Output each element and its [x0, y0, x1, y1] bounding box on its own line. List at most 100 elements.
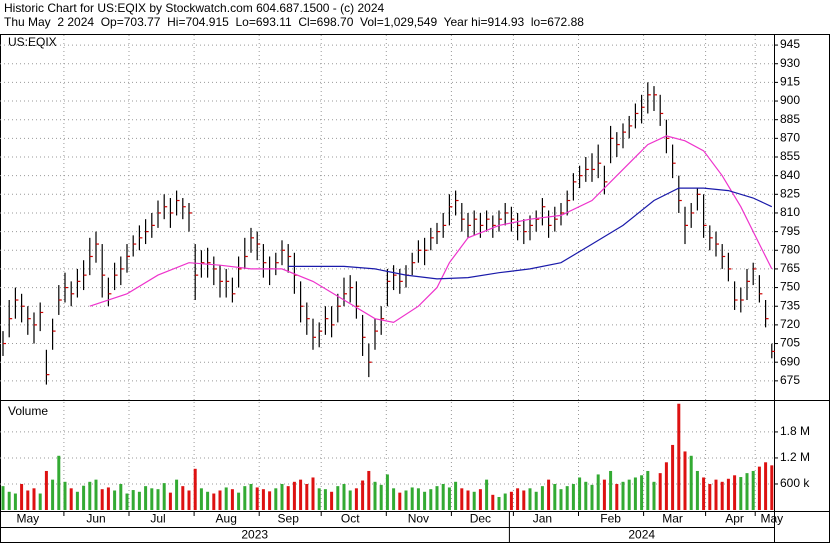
volume-bar [621, 481, 625, 510]
volume-bar [590, 484, 594, 510]
volume-bar [547, 479, 551, 510]
volume-bar [584, 481, 588, 510]
volume-bar [32, 488, 36, 510]
volume-bar [702, 477, 706, 510]
volume-bar [460, 488, 464, 510]
volume-bar [466, 490, 470, 510]
volume-bar [20, 483, 24, 510]
volume-bar [677, 403, 681, 510]
volume-bar [212, 493, 216, 510]
y-tick-label: 675 [780, 373, 800, 387]
x-tick-label: Aug [216, 512, 237, 526]
volume-bar [206, 491, 210, 510]
x-tick-label: Oct [341, 512, 360, 526]
volume-bar [689, 455, 693, 510]
y-tick-label: 720 [780, 317, 800, 331]
y-tick-label: 870 [780, 131, 800, 145]
y-tick-label: 930 [780, 56, 800, 70]
volume-bar [292, 481, 296, 510]
volume-bar [609, 470, 613, 510]
x-tick-label: Nov [408, 512, 429, 526]
volume-bar [168, 492, 172, 510]
x-tick-label: Jun [86, 512, 105, 526]
volume-bar [559, 489, 563, 510]
volume-bar [757, 466, 761, 510]
volume-bar [429, 489, 433, 510]
volume-bar [739, 477, 743, 510]
volume-bar [63, 481, 67, 510]
x-tick-label: Apr [725, 512, 744, 526]
volume-bar [44, 470, 48, 510]
volume-bar [435, 486, 439, 510]
volume-bar [243, 486, 247, 510]
volume-bar [404, 490, 408, 510]
volume-bar [88, 481, 92, 510]
volume-bar [311, 477, 315, 510]
volume-bar [26, 490, 30, 510]
volume-bar [509, 491, 513, 510]
volume-bar [156, 489, 160, 510]
x-tick-label: Feb [600, 512, 621, 526]
volume-bar [249, 483, 253, 510]
y-tick-label: 750 [780, 280, 800, 294]
moving-average [89, 135, 773, 324]
y-tick-label: 780 [780, 242, 800, 256]
volume-bar [528, 488, 532, 510]
volume-bar [106, 487, 110, 510]
x-tick-label: Sep [278, 512, 300, 526]
volume-bar [69, 488, 73, 510]
volume-bar [237, 492, 241, 510]
volume-bar [398, 492, 402, 510]
volume-bar [751, 470, 755, 510]
y-tick-label: 765 [780, 261, 800, 275]
volume-bar [268, 491, 272, 510]
volume-bar [286, 486, 290, 510]
moving-average [288, 187, 773, 280]
header-line: Historic Chart for US:EQIX by Stockwatch… [4, 1, 384, 15]
x-tick-label: May [760, 512, 783, 526]
volume-bar [379, 484, 383, 510]
volume-bar [323, 489, 327, 510]
volume-bar [230, 489, 234, 510]
volume-bar [82, 485, 86, 510]
volume-bar [416, 488, 420, 510]
x-tick-label: Mar [662, 512, 683, 526]
volume-bar [733, 475, 737, 510]
volume-bar [113, 490, 117, 510]
volume-bar [726, 478, 730, 510]
y-tick-label: 810 [780, 205, 800, 219]
volume-bar [218, 490, 222, 510]
volume-bar [38, 493, 42, 510]
volume-bar [627, 479, 631, 510]
volume-bar [764, 462, 768, 510]
y-tick-label: 945 [780, 37, 800, 51]
volume-bar [144, 486, 148, 510]
y-tick-label: 705 [780, 336, 800, 350]
volume-bar [423, 491, 427, 510]
volume-bar [503, 493, 507, 510]
volume-bar [491, 494, 495, 510]
volume-bar [553, 483, 557, 510]
volume-bar [658, 473, 662, 510]
volume-bar [181, 486, 185, 510]
volume-bar [1, 486, 5, 510]
year-label: 2023 [241, 528, 268, 542]
x-tick-label: Dec [470, 512, 491, 526]
volume-bar [695, 470, 699, 510]
y-tick-label: 795 [780, 224, 800, 238]
volume-bar [187, 490, 191, 510]
volume-bar [119, 483, 123, 510]
volume-bar [354, 488, 358, 510]
volume-bar [671, 444, 675, 510]
volume-bar [94, 479, 98, 510]
volume-bar [255, 487, 259, 510]
y-tick-label: 735 [780, 298, 800, 312]
volume-bar [745, 473, 749, 510]
volume-bar [640, 475, 644, 510]
volume-bar [596, 474, 600, 510]
volume-bar [367, 470, 371, 510]
volume-bar [317, 488, 321, 510]
volume-bar [683, 451, 687, 510]
